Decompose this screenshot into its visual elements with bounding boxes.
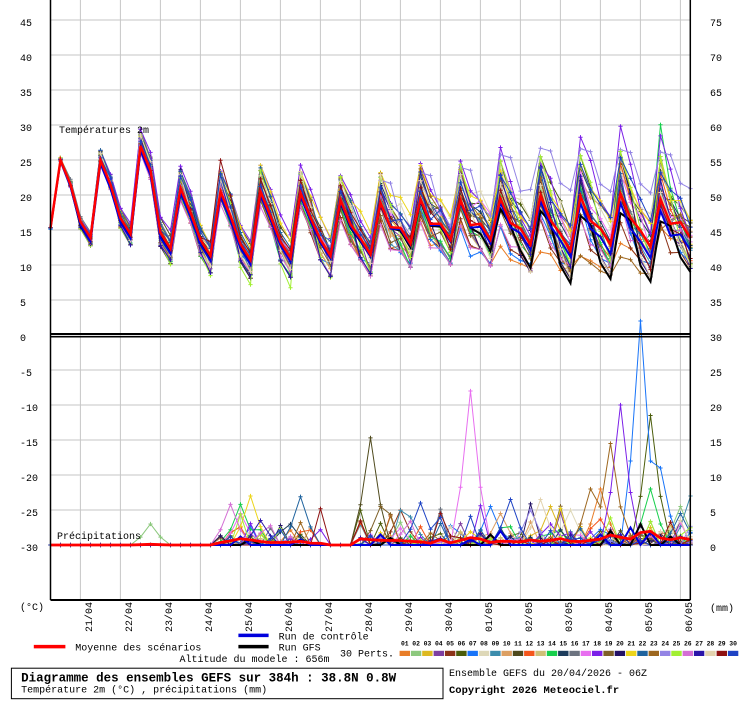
svg-text:30/04: 30/04 — [444, 602, 456, 632]
svg-text:09: 09 — [492, 641, 500, 648]
svg-text:-15: -15 — [20, 439, 38, 450]
svg-text:-5: -5 — [20, 369, 32, 380]
svg-text:08: 08 — [480, 641, 488, 648]
svg-text:10: 10 — [20, 264, 32, 275]
svg-text:12: 12 — [525, 641, 533, 648]
svg-text:02: 02 — [412, 641, 420, 648]
svg-text:18: 18 — [593, 641, 601, 648]
svg-text:40: 40 — [20, 54, 32, 65]
svg-text:06/05: 06/05 — [684, 602, 696, 632]
svg-text:26: 26 — [684, 641, 692, 648]
svg-text:23: 23 — [650, 641, 658, 648]
svg-text:45: 45 — [710, 229, 722, 240]
svg-text:15: 15 — [710, 439, 722, 450]
svg-text:(°C): (°C) — [20, 602, 44, 614]
svg-text:27: 27 — [695, 641, 703, 648]
svg-text:Copyright 2026 Meteociel.fr: Copyright 2026 Meteociel.fr — [449, 685, 619, 697]
svg-text:25: 25 — [20, 159, 32, 170]
svg-text:30: 30 — [20, 124, 32, 135]
svg-text:24/04: 24/04 — [204, 602, 216, 632]
svg-text:03: 03 — [424, 641, 432, 648]
svg-text:Run de contrôle: Run de contrôle — [279, 631, 369, 643]
svg-text:03/05: 03/05 — [564, 602, 576, 632]
svg-text:02/05: 02/05 — [524, 602, 536, 632]
svg-text:15: 15 — [20, 229, 32, 240]
svg-text:0: 0 — [20, 334, 26, 345]
svg-text:05/05: 05/05 — [644, 602, 656, 632]
svg-text:Altitude du modele : 656m: Altitude du modele : 656m — [180, 654, 330, 666]
svg-text:22/04: 22/04 — [124, 602, 136, 632]
svg-text:60: 60 — [710, 124, 722, 135]
svg-text:20: 20 — [20, 194, 32, 205]
svg-text:04/05: 04/05 — [604, 602, 616, 632]
svg-text:19: 19 — [605, 641, 613, 648]
svg-text:0: 0 — [710, 544, 716, 555]
svg-text:04: 04 — [435, 641, 443, 648]
svg-text:30: 30 — [729, 641, 737, 648]
svg-text:28/04: 28/04 — [364, 602, 376, 632]
svg-text:25: 25 — [710, 369, 722, 380]
svg-text:30: 30 — [710, 334, 722, 345]
svg-text:14: 14 — [548, 641, 556, 648]
svg-text:27/04: 27/04 — [324, 602, 336, 632]
svg-text:20: 20 — [616, 641, 624, 648]
svg-text:75: 75 — [710, 19, 722, 30]
svg-text:17: 17 — [582, 641, 590, 648]
svg-text:Ensemble GEFS du 20/04/2026 -: Ensemble GEFS du 20/04/2026 - 06Z — [449, 668, 647, 680]
svg-text:-10: -10 — [20, 404, 38, 415]
svg-text:23/04: 23/04 — [164, 602, 176, 632]
svg-text:29: 29 — [718, 641, 726, 648]
svg-text:50: 50 — [710, 194, 722, 205]
svg-text:25/04: 25/04 — [244, 602, 256, 632]
svg-text:Précipitations: Précipitations — [57, 531, 141, 543]
svg-text:35: 35 — [710, 299, 722, 310]
svg-text:Moyenne des scénarios: Moyenne des scénarios — [75, 643, 201, 655]
svg-text:15: 15 — [559, 641, 567, 648]
svg-text:-25: -25 — [20, 509, 38, 520]
svg-text:Température 2m (°C) , précipit: Température 2m (°C) , précipitations (mm… — [21, 685, 267, 697]
svg-text:16: 16 — [571, 641, 579, 648]
svg-text:65: 65 — [710, 89, 722, 100]
svg-text:-30: -30 — [20, 544, 38, 555]
svg-text:5: 5 — [20, 299, 26, 310]
svg-text:29/04: 29/04 — [404, 602, 416, 632]
svg-text:40: 40 — [710, 264, 722, 275]
svg-text:28: 28 — [707, 641, 715, 648]
svg-text:24: 24 — [661, 641, 669, 648]
svg-text:05: 05 — [446, 641, 454, 648]
svg-text:01/05: 01/05 — [484, 602, 496, 632]
svg-text:06: 06 — [458, 641, 466, 648]
svg-text:11: 11 — [514, 641, 522, 648]
svg-text:21/04: 21/04 — [84, 602, 96, 632]
svg-text:26/04: 26/04 — [284, 602, 296, 632]
svg-text:21: 21 — [627, 641, 635, 648]
svg-text:-20: -20 — [20, 474, 38, 485]
svg-text:22: 22 — [639, 641, 647, 648]
svg-text:70: 70 — [710, 54, 722, 65]
svg-text:Températures 2m: Températures 2m — [59, 125, 149, 137]
svg-text:07: 07 — [469, 641, 477, 648]
svg-text:(mm): (mm) — [710, 603, 734, 615]
svg-text:13: 13 — [537, 641, 545, 648]
svg-text:20: 20 — [710, 404, 722, 415]
svg-text:45: 45 — [20, 19, 32, 30]
svg-text:Run GFS: Run GFS — [279, 644, 321, 655]
svg-text:5: 5 — [710, 509, 716, 520]
svg-text:10: 10 — [503, 641, 511, 648]
svg-text:Diagramme des ensembles GEFS s: Diagramme des ensembles GEFS sur 384h : … — [21, 672, 397, 686]
svg-text:25: 25 — [673, 641, 681, 648]
svg-text:01: 01 — [401, 641, 409, 648]
svg-text:10: 10 — [710, 474, 722, 485]
svg-text:30 Perts.: 30 Perts. — [340, 650, 394, 661]
svg-text:55: 55 — [710, 159, 722, 170]
svg-text:35: 35 — [20, 89, 32, 100]
